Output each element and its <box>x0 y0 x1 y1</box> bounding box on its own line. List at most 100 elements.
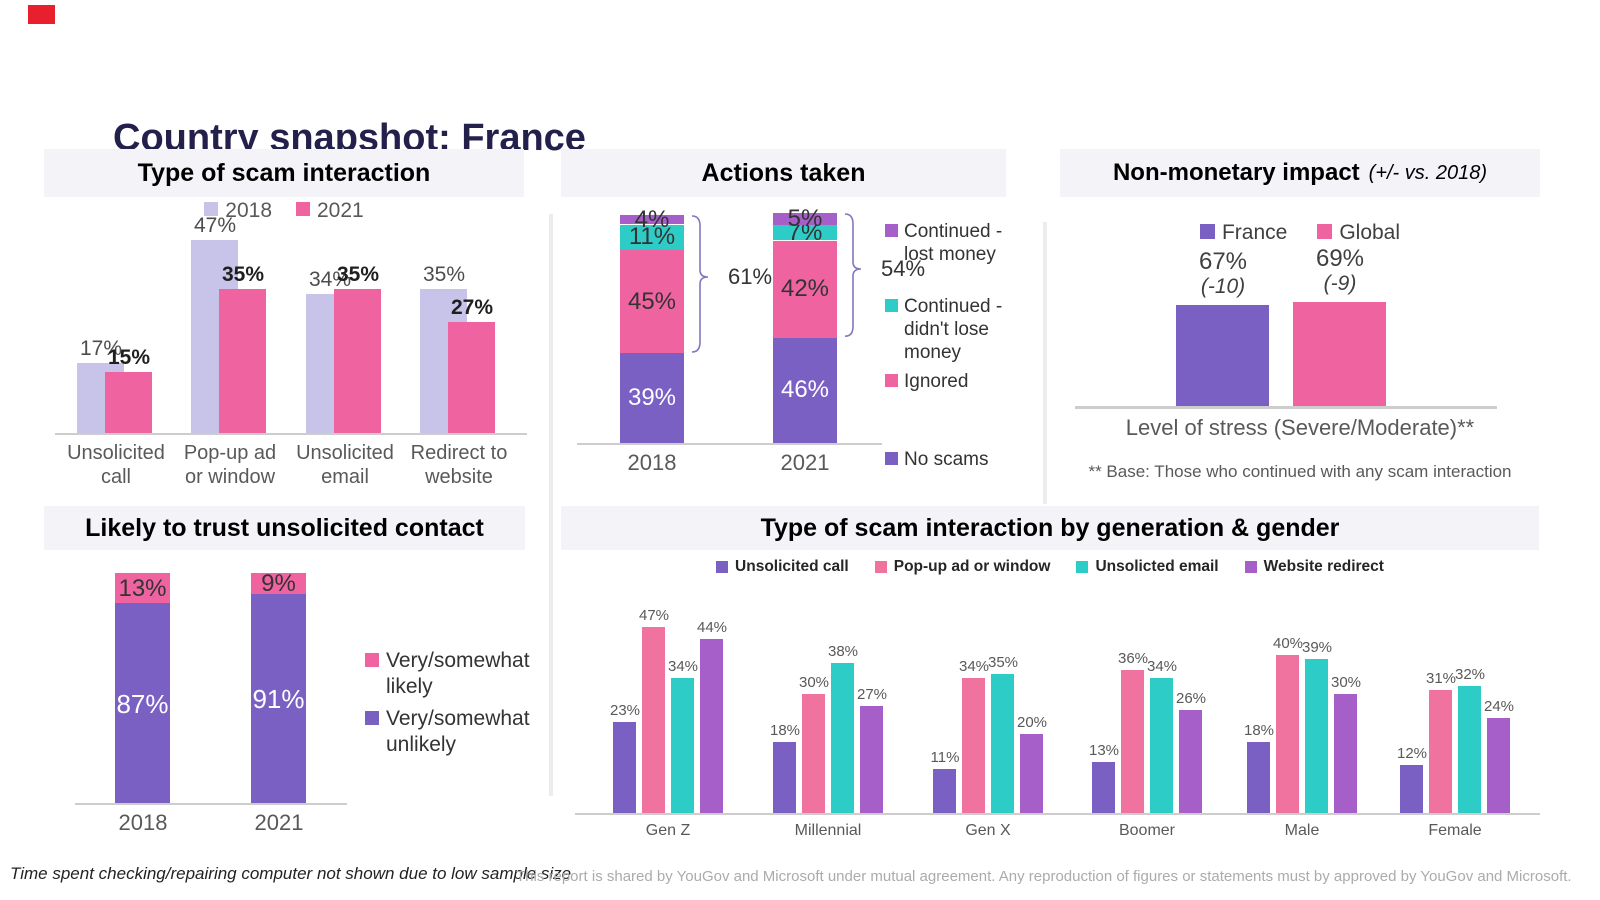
legend-swatch-unsolicited-call <box>716 561 729 573</box>
legend-item-very-somewhat-likely: Very/somewhat likely <box>365 648 530 700</box>
panel-header-actions-taken: Actions taken <box>561 149 1006 197</box>
bar-value: 38% <box>827 643 859 660</box>
bar-pop-up-ad-or-window-female <box>1429 690 1452 813</box>
legend-swatch-france <box>1199 224 1215 239</box>
vertical-divider <box>1043 222 1047 504</box>
legend-swatch-continued-lost-money <box>885 224 898 237</box>
legend-swatch-2021 <box>296 202 310 216</box>
bar-unsolicited-call-male <box>1247 742 1270 813</box>
chart-non-monetary-impact: France Global 67% (-10) 69% (-9) Level of stre… <box>1060 196 1540 496</box>
bar-pop-up-ad-or-window-gen-x <box>962 678 985 813</box>
bar-value: 35% <box>987 654 1019 671</box>
legend-swatch-global <box>1317 224 1333 239</box>
bar-value: 34% <box>958 658 990 675</box>
segment-value: 39% <box>627 384 677 411</box>
category-label-unsolicited-call: Unsolicited call <box>67 442 165 488</box>
legend-swatch-very-somewhat-unlikely <box>365 711 379 725</box>
segment-very-somewhat-likely-2018 <box>115 573 170 603</box>
footnote-copyright: This report is shared by YouGov and Micr… <box>516 868 1572 885</box>
legend-label: Continued - didn't lose money <box>904 296 1003 363</box>
chart-scam-by-generation-gender: Unsolicited call Pop-up ad or window Unsol… <box>561 548 1540 860</box>
segment-continued-didn-t-lose-money-2021 <box>773 224 837 240</box>
category-label-gen-z: Gen Z <box>645 822 691 839</box>
category-label-millennial: Millennial <box>794 822 862 839</box>
bar-global <box>1293 302 1386 406</box>
legend-swatch-no-scams <box>885 452 898 465</box>
bar-delta: (-10) <box>1200 275 1246 298</box>
panel-title: Actions taken <box>701 158 866 187</box>
bar-delta: (-9) <box>1323 272 1357 295</box>
segment-very-somewhat-unlikely-2021 <box>251 594 306 803</box>
legend-swatch-pop-up-ad-or-window <box>874 561 887 573</box>
legend-swatch-very-somewhat-likely <box>365 653 379 667</box>
bar-value: 36% <box>1117 650 1149 667</box>
bar-website-redirect-boomer <box>1179 710 1202 813</box>
bar-website-redirect-male <box>1334 694 1357 813</box>
chart-type-of-scam-interaction: 2018 2021 17% 47% 34% 35% 15% 35% 35% 27% Unsolici… <box>44 196 527 508</box>
bar-value: 34% <box>667 658 699 675</box>
bar-value: 40% <box>1272 635 1304 652</box>
panel-header-generation-gender: Type of scam interaction by generation &… <box>561 506 1539 550</box>
segment-value: 87% <box>116 689 169 719</box>
segment-ignored-2021 <box>773 241 837 338</box>
bar-unsolicited-call-gen-z <box>613 722 636 813</box>
legend-swatch-2018 <box>204 202 219 216</box>
bar-website-redirect-gen-z <box>700 639 723 813</box>
category-label-gen-x: Gen X <box>965 822 1011 839</box>
bar-unsolicited-call-boomer <box>1092 762 1115 813</box>
bar-value: 47% <box>638 607 670 624</box>
bracket-value: 54% <box>880 256 926 281</box>
bar-website-redirect-millennial <box>860 706 883 813</box>
legend-item-no-scams: No scams <box>885 448 988 471</box>
segment-no-scams-2021 <box>773 337 837 443</box>
category-label-boomer: Boomer <box>1118 822 1176 839</box>
segment-value: 42% <box>780 275 830 302</box>
legend-item-2021: 2021 <box>296 198 364 223</box>
legend-item-pop-up-ad-or-window: Pop-up ad or window <box>874 558 1051 577</box>
segment-value: 91% <box>252 684 305 714</box>
bar-unsolicited-call-female <box>1400 765 1423 813</box>
bar-value: 67% <box>1198 248 1248 275</box>
bar-unsolicted-email-female <box>1458 686 1481 813</box>
legend: France Global <box>1060 220 1540 245</box>
category-label-2018: 2018 <box>118 810 168 835</box>
legend-label: 2018 <box>225 199 272 222</box>
segment-value: 5% <box>787 205 823 232</box>
legend-item-global: Global <box>1317 220 1400 245</box>
legend-label: Continued - lost money <box>904 221 1003 265</box>
bar-website-redirect-female <box>1487 718 1510 813</box>
category-label-2021: 2021 <box>780 450 830 475</box>
legend-label: Ignored <box>904 371 969 392</box>
bar-value: 39% <box>1301 639 1333 656</box>
bracket <box>843 213 863 337</box>
legend-label: France <box>1221 221 1288 244</box>
bar-value: 26% <box>1175 690 1207 707</box>
segment-very-somewhat-unlikely-2018 <box>115 603 170 803</box>
bar-unsolicited-call-millennial <box>773 742 796 813</box>
legend-label: Pop-up ad or window <box>893 558 1051 575</box>
chart-likely-to-trust: 87% 13% 2018 91% 9% 2021 Very/somewhat likely V… <box>44 548 530 848</box>
bar-value: 23% <box>609 702 641 719</box>
bar-value: 27% <box>450 296 494 319</box>
segment-value: 45% <box>627 288 677 315</box>
legend-item-unsolicted-email: Unsolicted email <box>1076 558 1219 577</box>
bar-value: 27% <box>856 686 888 703</box>
legend-label: Unsolicted email <box>1095 558 1219 575</box>
panel-title: Non-monetary impact <box>1112 159 1360 186</box>
bracket-value: 61% <box>727 264 773 289</box>
axis-caption: Level of stress (Severe/Moderate)** <box>1125 415 1475 440</box>
legend-label: Global <box>1339 221 1401 244</box>
bar-value: 69% <box>1315 245 1365 272</box>
bar-unsolicted-email-male <box>1305 659 1328 813</box>
bar-france <box>1176 305 1269 406</box>
bar-pop-up-ad-or-window-gen-z <box>642 627 665 813</box>
bar-value: 18% <box>1243 722 1275 739</box>
panel-header-likely-to-trust: Likely to trust unsolicited contact <box>44 506 525 550</box>
panel-header-non-monetary: Non-monetary impact (+/- vs. 2018) <box>1060 149 1540 197</box>
legend-label: Very/somewhat unlikely <box>386 707 530 756</box>
segment-value: 11% <box>628 223 676 250</box>
bar-value: 34% <box>308 268 352 291</box>
bar-value: 35% <box>221 263 265 286</box>
legend-label: Unsolicited call <box>735 558 849 575</box>
legend-swatch-website-redirect <box>1244 561 1257 573</box>
